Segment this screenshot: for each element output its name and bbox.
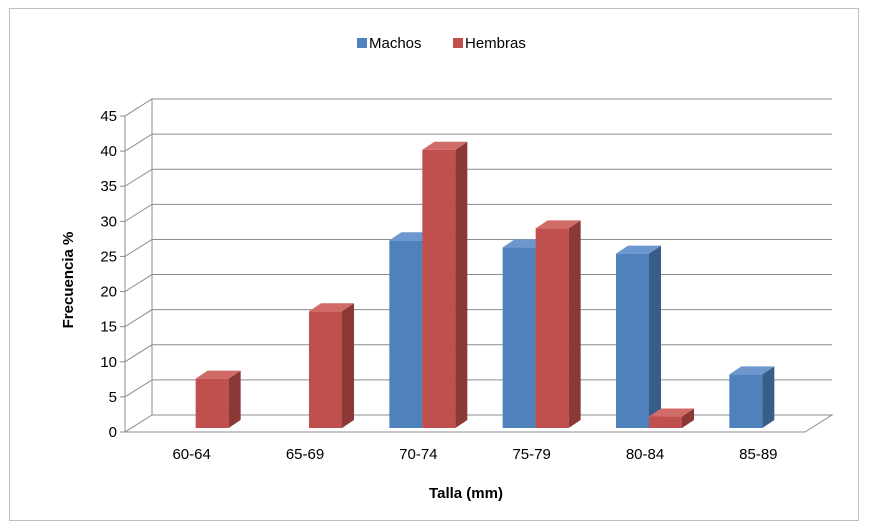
bar-top [649, 408, 694, 417]
bar-side [682, 408, 694, 428]
legend-swatch-hembras [453, 38, 463, 48]
gridline [124, 274, 832, 292]
floor-plane [123, 414, 834, 433]
y-tick-label: 15 [100, 319, 117, 336]
bar-front [616, 253, 649, 428]
bar-front [389, 240, 423, 428]
gridline [124, 203, 832, 222]
y-tick-label: 45 [100, 108, 117, 125]
x-tick-label: 75-79 [512, 446, 550, 463]
bar-side [228, 370, 241, 428]
bar-side [342, 303, 354, 428]
bar-hembras-60-64 [195, 370, 241, 428]
legend-swatch-machos [357, 38, 367, 48]
gridline [124, 168, 832, 187]
legend-label-machos: Machos [369, 35, 422, 52]
bar-hembras-75-79 [535, 220, 581, 428]
bar-side [649, 245, 661, 428]
bar-front [422, 149, 456, 428]
bar-top [616, 245, 661, 254]
y-tick-label: 35 [100, 178, 117, 195]
gridline [124, 238, 832, 257]
bars [195, 141, 775, 428]
y-tick-label: 0 [109, 424, 117, 441]
gridline [124, 133, 832, 152]
bar-top [535, 220, 581, 229]
bar-side [762, 366, 775, 428]
bar-machos-80-84 [616, 245, 661, 428]
gridline [124, 379, 832, 398]
y-tick-label: 40 [100, 143, 117, 160]
bar-hembras-65-69 [309, 303, 354, 428]
bar-machos-85-89 [729, 366, 775, 428]
gridline [124, 344, 832, 363]
bar-top [729, 366, 775, 375]
y-tick-label: 25 [100, 248, 117, 265]
bar-top [422, 141, 468, 150]
x-axis-title: Talla (mm) [429, 485, 503, 502]
x-tick-label: 80-84 [626, 446, 664, 463]
bar-top [195, 370, 241, 379]
x-tick-label: 70-74 [399, 446, 437, 463]
y-axis-title: Frecuencia % [60, 232, 77, 329]
legend: Machos Hembras [357, 35, 526, 52]
bar-front [729, 374, 763, 428]
bar-hembras-80-84 [649, 408, 694, 428]
bar-front [502, 247, 536, 428]
gridline [124, 309, 832, 328]
bar-front [309, 311, 342, 428]
y-axis-ticks: 0 5 10 15 20 25 30 35 40 45 [100, 108, 125, 441]
gridline [124, 98, 832, 117]
x-axis-ticks: 60-64 65-69 70-74 75-79 80-84 85-89 [172, 446, 777, 463]
legend-label-hembras: Hembras [465, 35, 526, 52]
y-tick-label: 10 [100, 354, 117, 371]
bar-front [535, 228, 569, 428]
bar-front [195, 378, 229, 428]
bar-hembras-70-74 [422, 141, 468, 428]
bar-side [455, 141, 468, 428]
bar-top [309, 303, 354, 312]
gridlines [123, 98, 834, 433]
bar-side [568, 220, 581, 428]
x-tick-label: 85-89 [739, 446, 777, 463]
x-tick-label: 60-64 [172, 446, 210, 463]
x-tick-label: 65-69 [286, 446, 324, 463]
y-tick-label: 5 [109, 389, 117, 406]
bar-front [649, 416, 682, 428]
y-tick-label: 30 [100, 213, 117, 230]
y-tick-label: 20 [100, 284, 117, 301]
